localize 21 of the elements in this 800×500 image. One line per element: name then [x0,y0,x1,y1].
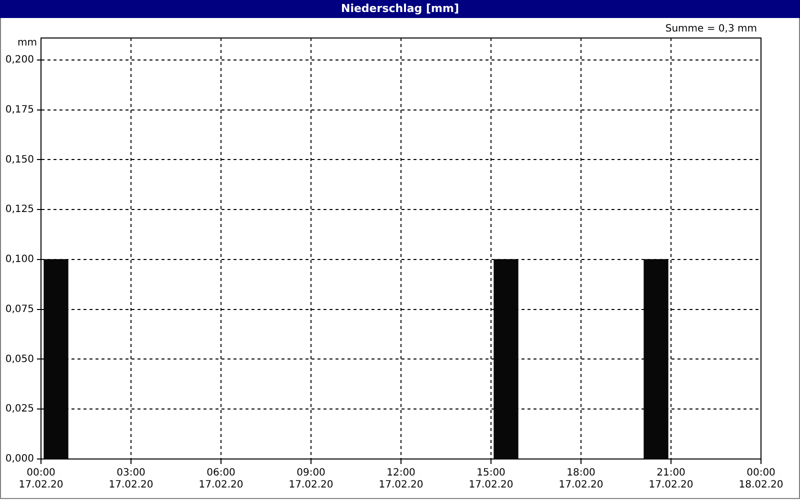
x-tick-label: 12:00 17.02.20 [378,468,424,491]
x-tick-label: 00:00 18.02.20 [738,468,784,491]
text: Summe = 0,3 mm [665,24,757,35]
y-tick-label: 0,200 [5,54,34,66]
x-tick-label: 00:00 17.02.20 [18,468,64,491]
x-tick-label: 15:00 17.02.20 [468,468,514,491]
y-tick-label: 0,100 [5,254,34,266]
y-tick-label: 0,000 [5,454,34,465]
y-tick-label: 0,025 [5,404,34,415]
chart-title: Niederschlag [mm] [0,0,800,18]
x-tick-label: 21:00 17.02.20 [648,468,694,491]
x-tick-label: 03:00 17.02.20 [108,468,154,491]
x-tick-label: 18:00 17.02.20 [558,468,604,491]
y-tick-label: 0,150 [5,154,34,166]
y-axis-title: mm [18,38,37,49]
y-tick-label: 0,050 [5,354,34,365]
y-tick-label: 0,075 [5,304,34,315]
x-tick-label: 09:00 17.02.20 [288,468,334,491]
y-tick-label: 0,175 [5,104,34,116]
x-tick-label: 06:00 17.02.20 [198,468,244,491]
y-tick-label: 0,125 [5,204,34,216]
